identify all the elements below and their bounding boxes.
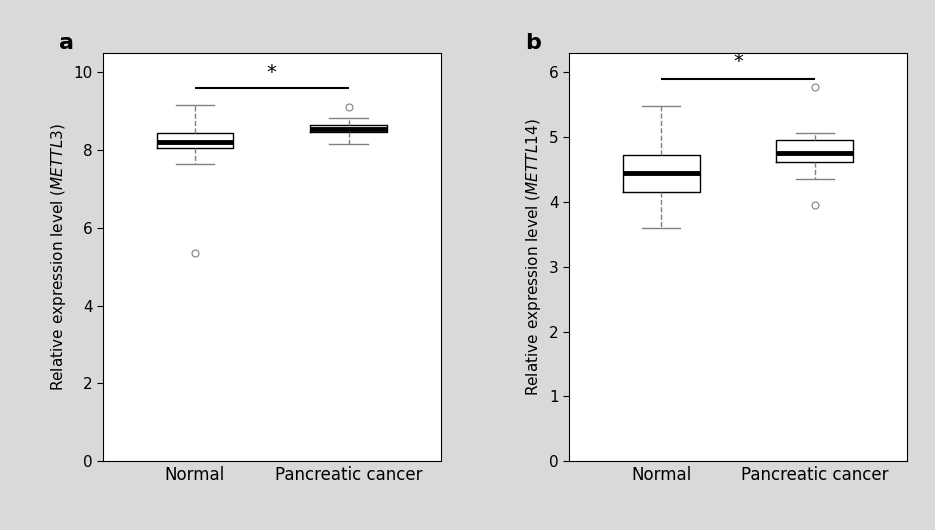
Text: *: *	[266, 63, 277, 82]
Y-axis label: Relative expression level ($\it{METTL14}$): Relative expression level ($\it{METTL14}…	[525, 118, 543, 396]
Y-axis label: Relative expression level ($\it{METTL3}$): Relative expression level ($\it{METTL3}$…	[49, 123, 67, 391]
Text: *: *	[733, 52, 743, 71]
Text: b: b	[525, 32, 541, 52]
Text: a: a	[59, 32, 74, 52]
